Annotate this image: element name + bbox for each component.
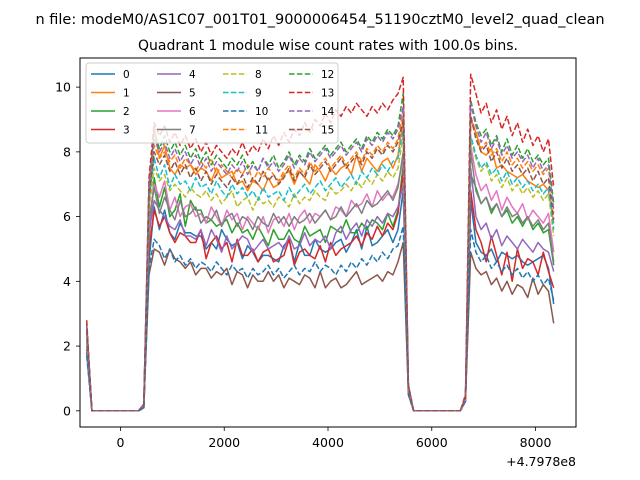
x-axis: 0 2000 4000 6000 8000	[116, 427, 551, 450]
series-line-10	[85, 225, 555, 412]
x-tick-label: 0	[116, 435, 124, 450]
series-line-4	[85, 167, 555, 412]
x-offset-label: +4.7978e8	[506, 454, 576, 469]
y-tick-label: 4	[63, 274, 71, 289]
legend-label-6: 6	[189, 106, 196, 118]
legend-label-1: 1	[123, 88, 130, 100]
x-tick-label: 6000	[416, 435, 448, 450]
y-tick-label: 0	[63, 403, 71, 418]
series-line-0	[85, 189, 555, 412]
legend-label-3: 3	[123, 125, 130, 137]
series-line-7	[85, 151, 555, 412]
y-tick-label: 2	[63, 339, 71, 354]
series-line-15	[85, 115, 555, 412]
series-line-9	[85, 128, 555, 412]
legend-label-14: 14	[321, 106, 335, 118]
x-tick-label: 4000	[312, 435, 344, 450]
legend-label-4: 4	[189, 69, 196, 81]
legend-label-7: 7	[189, 125, 196, 137]
legend-label-15: 15	[321, 125, 334, 137]
legend-label-8: 8	[255, 69, 262, 81]
series-line-11	[85, 109, 555, 412]
legend-label-2: 2	[123, 106, 130, 118]
legend-label-13: 13	[321, 88, 334, 100]
y-tick-label: 6	[63, 209, 71, 224]
legend-label-9: 9	[255, 88, 262, 100]
figure-suptitle: n file: modeM0/AS1C07_001T01_9000006454_…	[35, 12, 604, 28]
legend-frame	[85, 62, 339, 144]
legend-label-10: 10	[255, 106, 268, 118]
series-layer	[85, 73, 555, 412]
legend-label-0: 0	[123, 69, 130, 81]
x-tick-label: 8000	[520, 435, 552, 450]
y-axis: 0 2 4 6 8 10	[55, 80, 80, 418]
x-tick-label: 2000	[208, 435, 240, 450]
y-tick-label: 8	[63, 144, 71, 159]
legend-label-5: 5	[189, 88, 196, 100]
chart-title: Quadrant 1 module wise count rates with …	[138, 38, 518, 54]
y-tick-label: 10	[55, 80, 71, 95]
legend-label-12: 12	[321, 69, 334, 81]
legend-label-11: 11	[255, 125, 268, 137]
series-line-8	[85, 134, 555, 412]
